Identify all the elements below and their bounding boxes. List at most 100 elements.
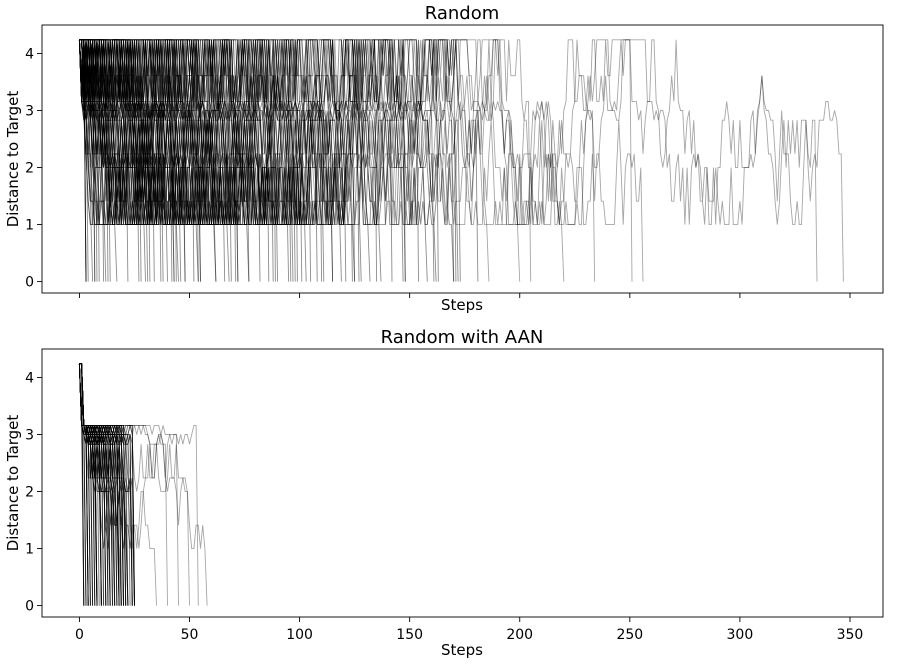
series-line [79,39,217,282]
series-line [79,39,457,282]
series-line [78,39,199,282]
series-line [79,39,177,282]
series-line [79,39,437,282]
series-line [79,39,239,282]
series-line [79,39,521,282]
series-line [78,39,644,282]
series-line [79,39,323,282]
series-line [78,39,334,282]
series-line [79,39,239,282]
chart-title: Random [425,3,500,24]
series-line [79,39,226,282]
series-line [79,39,250,282]
series-line [79,39,98,282]
series-line [78,39,87,282]
series-line [78,363,135,606]
y-tick-label: 3 [25,428,34,444]
x-tick-label: 250 [616,627,643,643]
series-line [79,39,360,282]
series-line [79,39,87,282]
series-line [78,39,168,282]
series-line [79,39,455,282]
series-line [79,39,96,282]
series-line [79,39,201,282]
y-tick-label: 4 [25,47,34,63]
series-line [79,39,404,282]
series-line [78,39,186,282]
series-line [78,39,140,282]
series-line [79,39,406,282]
series-line [78,39,250,282]
series-line [78,39,276,282]
y-axis-label: Distance to Target [4,415,22,552]
series-line [78,39,175,282]
series-line [78,39,155,282]
plot-area [41,348,884,618]
x-axis-label: Steps [441,641,483,659]
series-line [79,39,428,282]
series-line [79,39,100,282]
series-line [79,39,149,282]
series-line [78,39,296,282]
series-line [78,39,162,282]
series-line [79,39,455,282]
series-line [79,39,479,282]
series-line [79,39,118,282]
y-tick-label: 4 [25,371,34,387]
series-line [79,39,382,282]
series-traces [78,39,844,282]
series-line [79,39,261,282]
series-line [79,39,294,282]
series-line [79,39,201,282]
series-line [79,39,371,282]
y-tick-label: 2 [25,485,34,501]
series-line [79,39,356,282]
series-line [79,39,109,282]
series-line [78,39,461,282]
series-line [78,39,307,282]
series-line [79,363,122,606]
series-line [78,39,173,282]
y-tick-label: 0 [25,275,34,291]
series-line [79,39,111,282]
series-line [78,39,146,282]
y-tick-label: 1 [25,218,34,234]
series-line [78,39,439,282]
series-line [79,39,175,282]
series-line [79,39,532,282]
series-line [78,39,87,282]
x-tick-label: 300 [727,627,754,643]
series-line [79,39,459,282]
x-tick-label: 200 [506,627,533,643]
axes-frame [41,348,884,618]
x-axis [78,293,851,298]
series-line [78,39,107,282]
series-line [79,39,844,282]
series-line [78,39,435,282]
series-line [78,39,195,282]
subplot-random: Random 0 1 2 3 4 Steps Distance to Target [4,3,884,314]
series-line [79,39,596,282]
series-line [79,39,292,282]
series-line [78,39,94,282]
x-tick-label: 0 [75,627,84,643]
series-line [78,39,393,282]
x-tick-label: 350 [837,627,864,643]
series-line [79,39,818,282]
series-line [79,39,270,282]
series-line [78,39,151,282]
y-tick-label: 0 [25,599,34,615]
series-line [79,39,419,282]
series-line [78,39,362,282]
series-line [79,39,87,282]
series-line [78,39,274,282]
series-line [78,39,378,282]
series-line [79,39,303,282]
x-tick-label: 100 [286,627,313,643]
series-line [78,39,179,282]
series-line [79,363,89,606]
plot-area [41,24,884,294]
series-line [79,39,217,282]
series-line [79,39,334,282]
